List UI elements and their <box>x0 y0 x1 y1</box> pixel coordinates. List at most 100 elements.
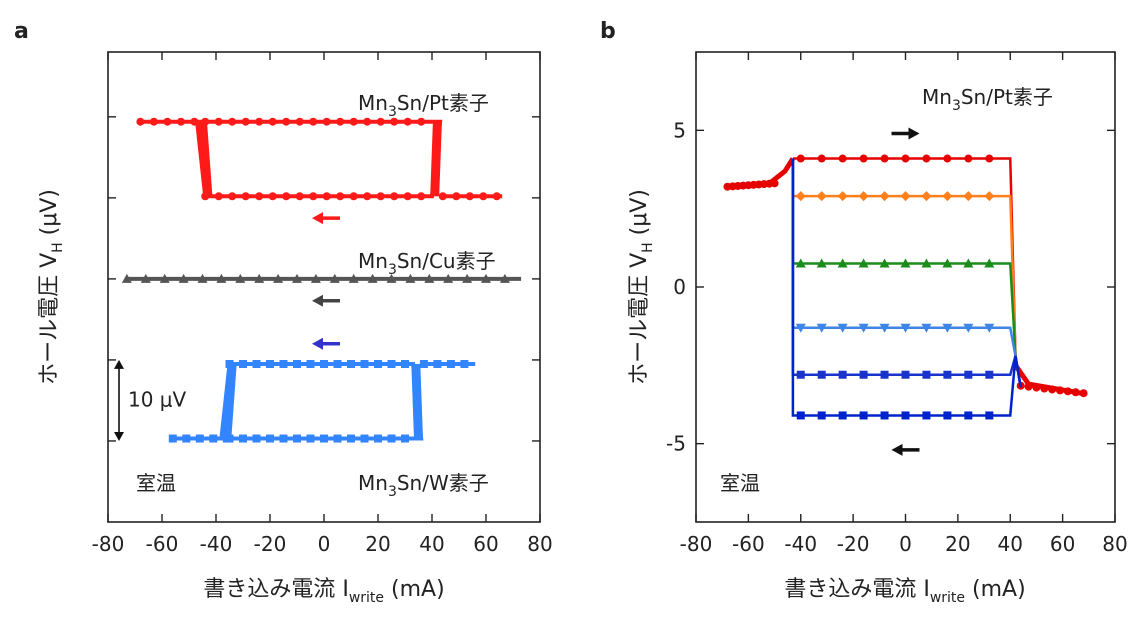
panel-b-data-point <box>838 154 847 163</box>
panel-a-data-point <box>329 273 340 283</box>
panel-a-xtick-label: 0 <box>318 532 331 556</box>
panel-a-data-point <box>273 273 284 283</box>
panel-a-data-point <box>178 273 189 283</box>
panel-b-data-point <box>817 370 826 379</box>
panel-a-data-point <box>239 359 247 368</box>
panel-b-data-point <box>964 370 973 379</box>
panel-a-series-1 <box>121 273 522 307</box>
panel-b-data-point <box>837 258 848 268</box>
panel-b-data-point <box>985 411 994 420</box>
panel-a-data-point <box>252 434 261 443</box>
panel-a-data-point <box>465 192 474 201</box>
panel-b-data-point <box>984 323 995 333</box>
panel-a-data-point <box>390 192 399 201</box>
panel-b-data-point <box>984 258 995 268</box>
panel-b-xtick-label: 80 <box>1102 532 1127 556</box>
panel-a-data-point <box>197 273 208 283</box>
panel-a-data-point <box>433 359 442 368</box>
panel-a-data-point <box>214 192 223 201</box>
panel-a-data-point <box>417 117 426 126</box>
panel-a-arrow-1 <box>312 294 340 307</box>
panel-b-data-point <box>858 258 869 268</box>
panel-a-data-point <box>309 192 318 201</box>
panel-a-data-point <box>163 117 172 126</box>
panel-a-data-point <box>374 434 382 443</box>
panel-a-xtick-label: -80 <box>92 532 125 556</box>
panel-a-xtick-label: -60 <box>146 532 179 556</box>
panel-a-data-point <box>121 273 132 283</box>
panel-a-chart: -80 -60 -40 -20 0 20 40 60 80 書き込み電流 Iwrite (mA) ホ… <box>37 51 553 606</box>
panel-b-data-point <box>858 323 869 333</box>
panel-b-reset-point <box>1032 383 1041 392</box>
panel-b-data-point <box>963 258 974 268</box>
panel-b-reset-point <box>1024 382 1033 391</box>
panel-b-xtick-label: -40 <box>784 532 817 556</box>
panel-a-data-point <box>255 117 264 126</box>
panel-a-data-point <box>374 359 382 368</box>
panel-b-reset-point <box>770 179 779 188</box>
panel-a-data-point <box>225 359 234 368</box>
panel-a-data-point <box>136 117 145 126</box>
panel-b-data-point <box>816 323 827 333</box>
panel-a-xtick-label: -40 <box>200 532 233 556</box>
panel-a-data-point <box>419 359 428 368</box>
panel-b-series-0 <box>792 154 1022 388</box>
panel-b-data-point <box>963 191 974 202</box>
panel-a-data-point <box>403 192 412 201</box>
panel-a-data-point <box>336 117 345 126</box>
panel-a-data-point <box>228 117 237 126</box>
panel-b-series-5 <box>791 158 1022 420</box>
panel-a-data-point <box>363 192 372 201</box>
panel-b-data-point <box>880 411 889 420</box>
panel-b-data-point <box>816 258 827 268</box>
panel-a-xtick-label: 80 <box>527 532 552 556</box>
panel-a-data-point <box>279 434 288 443</box>
panel-b-data-point <box>817 411 826 420</box>
panel-b-data-point <box>879 191 890 202</box>
panel-a-data-point <box>462 273 473 283</box>
panel-a-data-point <box>360 359 369 368</box>
panel-b-data-point <box>837 323 848 333</box>
panel-a-data-point <box>452 192 461 201</box>
panel-a-data-point <box>306 359 315 368</box>
panel-b-reset-point <box>1063 387 1072 396</box>
panel-b-data-point <box>900 191 911 202</box>
panel-a-series-line <box>140 119 503 199</box>
panel-a-data-point <box>235 273 246 283</box>
panel-b-y-axis-label-text: ホール電圧 VH (μV) <box>627 189 656 385</box>
panel-a-data-point <box>292 273 302 283</box>
panel-a-data-point <box>387 359 396 368</box>
panel-a-tag: a <box>14 19 29 44</box>
panel-a-data-point <box>417 192 426 201</box>
panel-a-data-point <box>363 117 372 126</box>
panel-a-data-point <box>492 192 501 201</box>
panel-b-arrow-1 <box>891 443 920 456</box>
panel-a-data-point <box>309 117 318 126</box>
panel-b-ytick-label: 5 <box>673 118 686 142</box>
panel-b-data-point <box>943 154 952 163</box>
panel-a-data-point <box>293 359 301 368</box>
panel-b-data-point <box>859 370 868 379</box>
panel-b-data-point <box>880 370 889 379</box>
panel-b-data-point <box>985 154 994 163</box>
panel-b-data-point <box>795 258 806 268</box>
panel-b-data-point <box>879 258 890 268</box>
panel-b-data-point <box>985 370 994 379</box>
panel-a-data-point <box>481 273 491 283</box>
panel-a-arrow-2 <box>312 337 340 350</box>
panel-a-series-label-1: Mn3Sn/Cu素子 <box>358 249 496 278</box>
panel-a-data-point <box>295 117 304 126</box>
panel-b-ytick-label: -5 <box>666 432 686 456</box>
panel-a-data-point <box>367 273 378 283</box>
panel-b-data-point <box>796 154 805 163</box>
panel-b-xtick-label: 40 <box>998 532 1023 556</box>
panel-b-data-point <box>942 191 953 202</box>
panel-a-data-point <box>333 434 342 443</box>
panel-b-xtick-label: 60 <box>1050 532 1075 556</box>
panel-a-data-point <box>401 359 409 368</box>
panel-b-xtick-label: -20 <box>837 532 870 556</box>
panel-a-data-point <box>266 359 274 368</box>
panel-b-data-point <box>964 411 973 420</box>
panel-a-data-point <box>310 273 321 283</box>
panel-a-data-point <box>279 359 288 368</box>
